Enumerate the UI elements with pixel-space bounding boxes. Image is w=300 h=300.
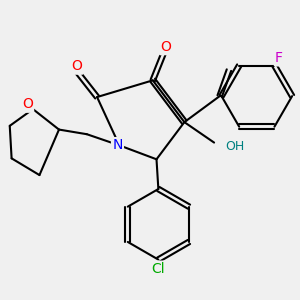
Text: F: F [275,51,283,65]
Text: N: N [112,138,123,152]
Text: O: O [160,40,171,54]
Text: Cl: Cl [152,262,165,276]
Text: O: O [22,98,33,112]
Text: O: O [71,59,82,74]
Text: OH: OH [225,140,244,153]
